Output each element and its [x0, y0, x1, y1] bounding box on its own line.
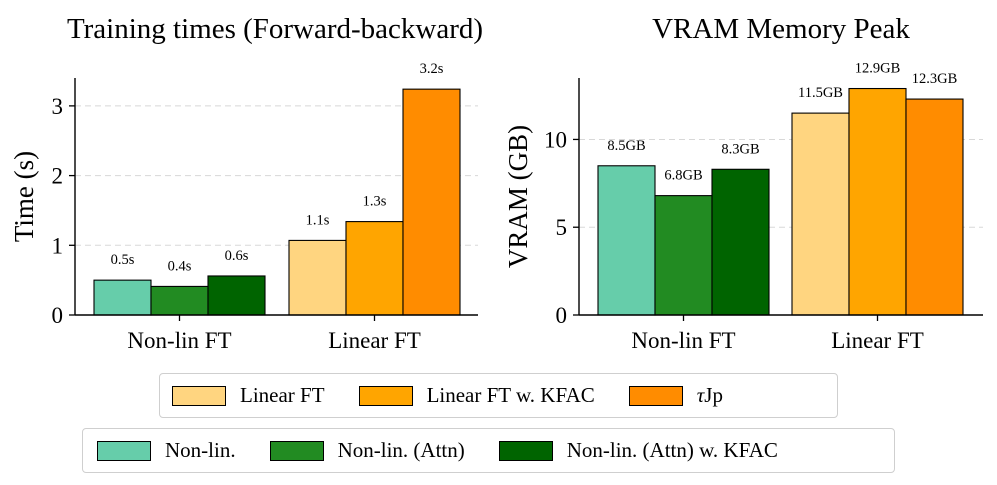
legend-label-tau-jp: τJp — [697, 383, 723, 408]
x-tick-label-vram-0: Non-lin FT — [631, 328, 735, 353]
legend-label-tau-symbol: τ — [696, 383, 705, 407]
legend-label-linear-ft: Linear FT — [240, 383, 325, 407]
legend-label-non-lin: Non-lin. — [165, 438, 236, 462]
bar-value-label-vram-0-1: 6.8GB — [664, 168, 702, 184]
legend-label-linear-ft-kfac: Linear FT w. KFAC — [426, 383, 595, 407]
bar-value-label-vram-1-2: 12.3GB — [912, 71, 958, 87]
legend-nonlinear: Non-lin. Non-lin. (Attn) Non-lin. (Attn)… — [82, 428, 895, 473]
legend-entry-non-lin: Non-lin. — [97, 438, 236, 463]
legend-swatch-tau-jp — [628, 385, 683, 406]
y-tick-label-vram-0: 0 — [556, 303, 568, 328]
bar-value-label-time-0-2: 0.6s — [225, 248, 249, 264]
x-tick-label-time-1: Linear FT — [328, 328, 421, 353]
legend-swatch-non-lin-attn-kfac — [498, 440, 553, 461]
bar-vram-1-1 — [848, 87, 907, 316]
legend-entry-non-lin-attn-kfac: Non-lin. (Attn) w. KFAC — [498, 438, 778, 463]
y-axis-label-time: Time (s) — [9, 151, 39, 242]
bar-value-label-time-0-0: 0.5s — [111, 252, 135, 268]
bar-value-label-vram-1-1: 12.9GB — [855, 61, 901, 77]
bar-value-label-vram-1-0: 11.5GB — [798, 85, 843, 101]
legend-entry-non-lin-attn: Non-lin. (Attn) — [269, 438, 465, 463]
legend-entry-tau-jp: τJp — [628, 383, 723, 408]
bar-time-0-1 — [150, 285, 209, 316]
legend-swatch-linear-ft — [172, 385, 226, 406]
bar-value-label-time-1-2: 3.2s — [420, 61, 444, 77]
figure: Training times (Forward-backward) Time (s… — [9, 13, 983, 353]
y-tick-label-time-3: 3 — [52, 94, 64, 119]
bar-time-0-2 — [207, 275, 266, 316]
bar-vram-0-2 — [711, 168, 770, 316]
bar-value-label-time-1-1: 1.3s — [363, 194, 387, 210]
y-tick-label-time-2: 2 — [52, 164, 64, 189]
legend-swatch-linear-ft-kfac — [358, 385, 413, 406]
y-tick-label-vram-5: 5 — [556, 215, 568, 240]
legend-swatch-non-lin-attn — [269, 440, 324, 461]
bar-time-1-0 — [288, 239, 347, 316]
y-tick-label-time-0: 0 — [52, 303, 64, 328]
bar-time-1-2 — [402, 88, 461, 316]
legend-swatch-non-lin — [97, 440, 151, 461]
bar-vram-1-0 — [791, 112, 850, 316]
legend-label-non-lin-attn-kfac: Non-lin. (Attn) w. KFAC — [566, 438, 778, 462]
legend-entry-linear-ft: Linear FT — [172, 383, 325, 408]
legend-label-non-lin-attn: Non-lin. (Attn) — [337, 438, 465, 462]
bar-value-label-vram-0-2: 8.3GB — [721, 141, 759, 157]
bar-value-label-time-1-0: 1.1s — [306, 212, 330, 228]
bar-time-0-0 — [93, 279, 152, 316]
y-axis-label-vram: VRAM (GB) — [503, 125, 533, 268]
bar-value-label-time-0-1: 0.4s — [168, 258, 192, 274]
bar-vram-1-2 — [905, 98, 964, 316]
chart-title-vram: VRAM Memory Peak — [652, 13, 910, 45]
legend-entry-linear-ft-kfac: Linear FT w. KFAC — [358, 383, 595, 408]
x-tick-label-time-0: Non-lin FT — [127, 328, 231, 353]
y-tick-label-time-1: 1 — [52, 233, 64, 258]
legend-linear: Linear FT Linear FT w. KFAC τJp — [159, 373, 838, 418]
x-tick-label-vram-1: Linear FT — [831, 328, 924, 353]
bar-time-1-1 — [345, 221, 404, 316]
legend-label-tau-rest: Jp — [704, 383, 723, 407]
bar-value-label-vram-0-0: 8.5GB — [607, 138, 645, 154]
bar-vram-0-1 — [654, 195, 713, 316]
y-tick-label-vram-10: 10 — [544, 127, 567, 152]
chart-title-time: Training times (Forward-backward) — [67, 13, 483, 45]
bar-vram-0-0 — [597, 165, 656, 316]
